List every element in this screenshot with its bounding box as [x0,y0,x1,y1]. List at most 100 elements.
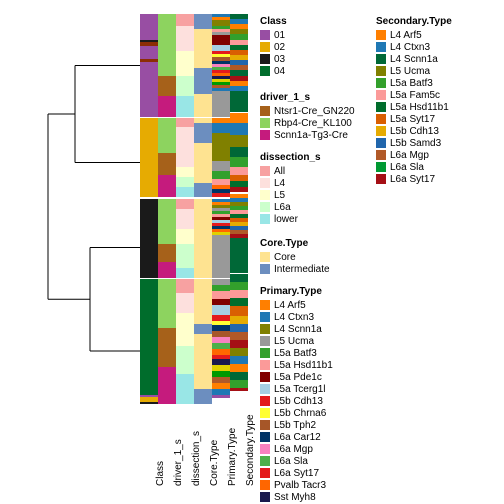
legend-label: L5 [274,190,285,201]
legend-label: Scnn1a-Tg3-Cre [274,130,348,141]
cell [212,291,230,299]
legend-Secondary.Type: Secondary.TypeL4 Arf5L4 Ctxn3L4 Scnn1aL5… [376,14,452,185]
cell [158,76,176,96]
cell [158,118,176,153]
legend-item: Intermediate [260,263,330,275]
legend-item: L6a Sla [376,161,452,173]
cell [140,62,158,117]
swatch [376,54,386,64]
cell [194,324,212,334]
cell [176,346,194,374]
cell [230,388,248,391]
cell [176,279,194,293]
legend-Core.Type: Core.TypeCoreIntermediate [260,236,330,275]
cell [158,367,176,404]
swatch [260,480,270,490]
legend-item: Core [260,251,330,263]
cell [230,274,248,282]
legend-label: L5b Chrna6 [274,408,326,419]
cell [194,389,212,404]
swatch [260,166,270,176]
cell [194,199,212,278]
cell [230,113,248,123]
cell [230,282,248,290]
swatch [260,324,270,334]
cell [140,199,158,278]
cell [230,348,248,356]
cell [176,374,194,404]
legend-item: L6a Sla [260,455,333,467]
legend-label: L5a Batf3 [274,348,317,359]
cell [176,76,194,96]
legend-item: 01 [260,29,287,41]
legend-label: L4 Ctxn3 [274,312,314,323]
swatch [260,312,270,322]
legend-title: dissection_s [260,152,321,163]
legend-label: L6a Car12 [274,432,321,443]
swatch [260,30,270,40]
swatch [376,66,386,76]
legend-item: All [260,165,321,177]
cell [176,199,194,209]
legend-label: L4 [274,178,285,189]
swatch [260,202,270,212]
heatmap-col-dissection_s [176,14,194,409]
swatch [260,456,270,466]
cell [212,133,230,161]
legend-label: L6a [274,202,291,213]
cell [212,123,230,133]
legend-item: L5 [260,189,321,201]
legend-label: L6a Mgp [390,150,429,161]
swatch [376,102,386,112]
cell [158,199,176,244]
heatmap-col-driver_1_s [158,14,176,409]
cell [176,26,194,51]
legend-item: L5a Batf3 [376,77,452,89]
swatch [260,300,270,310]
legend-item: L5a Syt17 [376,113,452,125]
legend-title: driver_1_s [260,92,355,103]
legend-label: 01 [274,30,285,41]
swatch [260,408,270,418]
swatch [376,78,386,88]
swatch [376,174,386,184]
legend-item: 04 [260,65,287,77]
legend-label: 04 [274,66,285,77]
legend-label: L5b Samd3 [390,138,441,149]
legend-label: L6a Syt17 [390,174,435,185]
legend-item: L5b Tph2 [260,419,333,431]
col-label: dissection_s [191,468,202,486]
legend-item: L5a Pde1c [260,371,333,383]
swatch [260,372,270,382]
legend-item: L5a Fam5c [376,89,452,101]
legend-item: L5a Tcerg1l [260,383,333,395]
swatch [260,190,270,200]
legend-label: Rbp4-Cre_KL100 [274,118,352,129]
legend-item: lower [260,213,321,225]
cell [158,14,176,76]
cell [176,14,194,26]
cell [158,328,176,367]
col-label: driver_1_s [173,468,184,486]
swatch [376,30,386,40]
legend-item: L5b Samd3 [376,137,452,149]
legend-item: L5b Chrna6 [260,407,333,419]
cell [158,279,176,328]
cell [230,298,248,306]
col-label: Secondary.Type [245,468,256,486]
legend-item: L4 Scnn1a [376,53,452,65]
cell [194,29,212,68]
cell [230,167,248,175]
legend-label: 03 [274,54,285,65]
cell [176,167,194,177]
cell [230,356,248,364]
legend-driver_1_s: driver_1_sNtsr1-Cre_GN220Rbp4-Cre_KL100S… [260,90,355,141]
swatch [260,384,270,394]
swatch [376,90,386,100]
legend-label: L5 Ucma [390,66,430,77]
swatch [376,114,386,124]
cell [230,135,248,147]
swatch [260,468,270,478]
cell [230,91,248,112]
col-label: Core.Type [209,468,220,486]
